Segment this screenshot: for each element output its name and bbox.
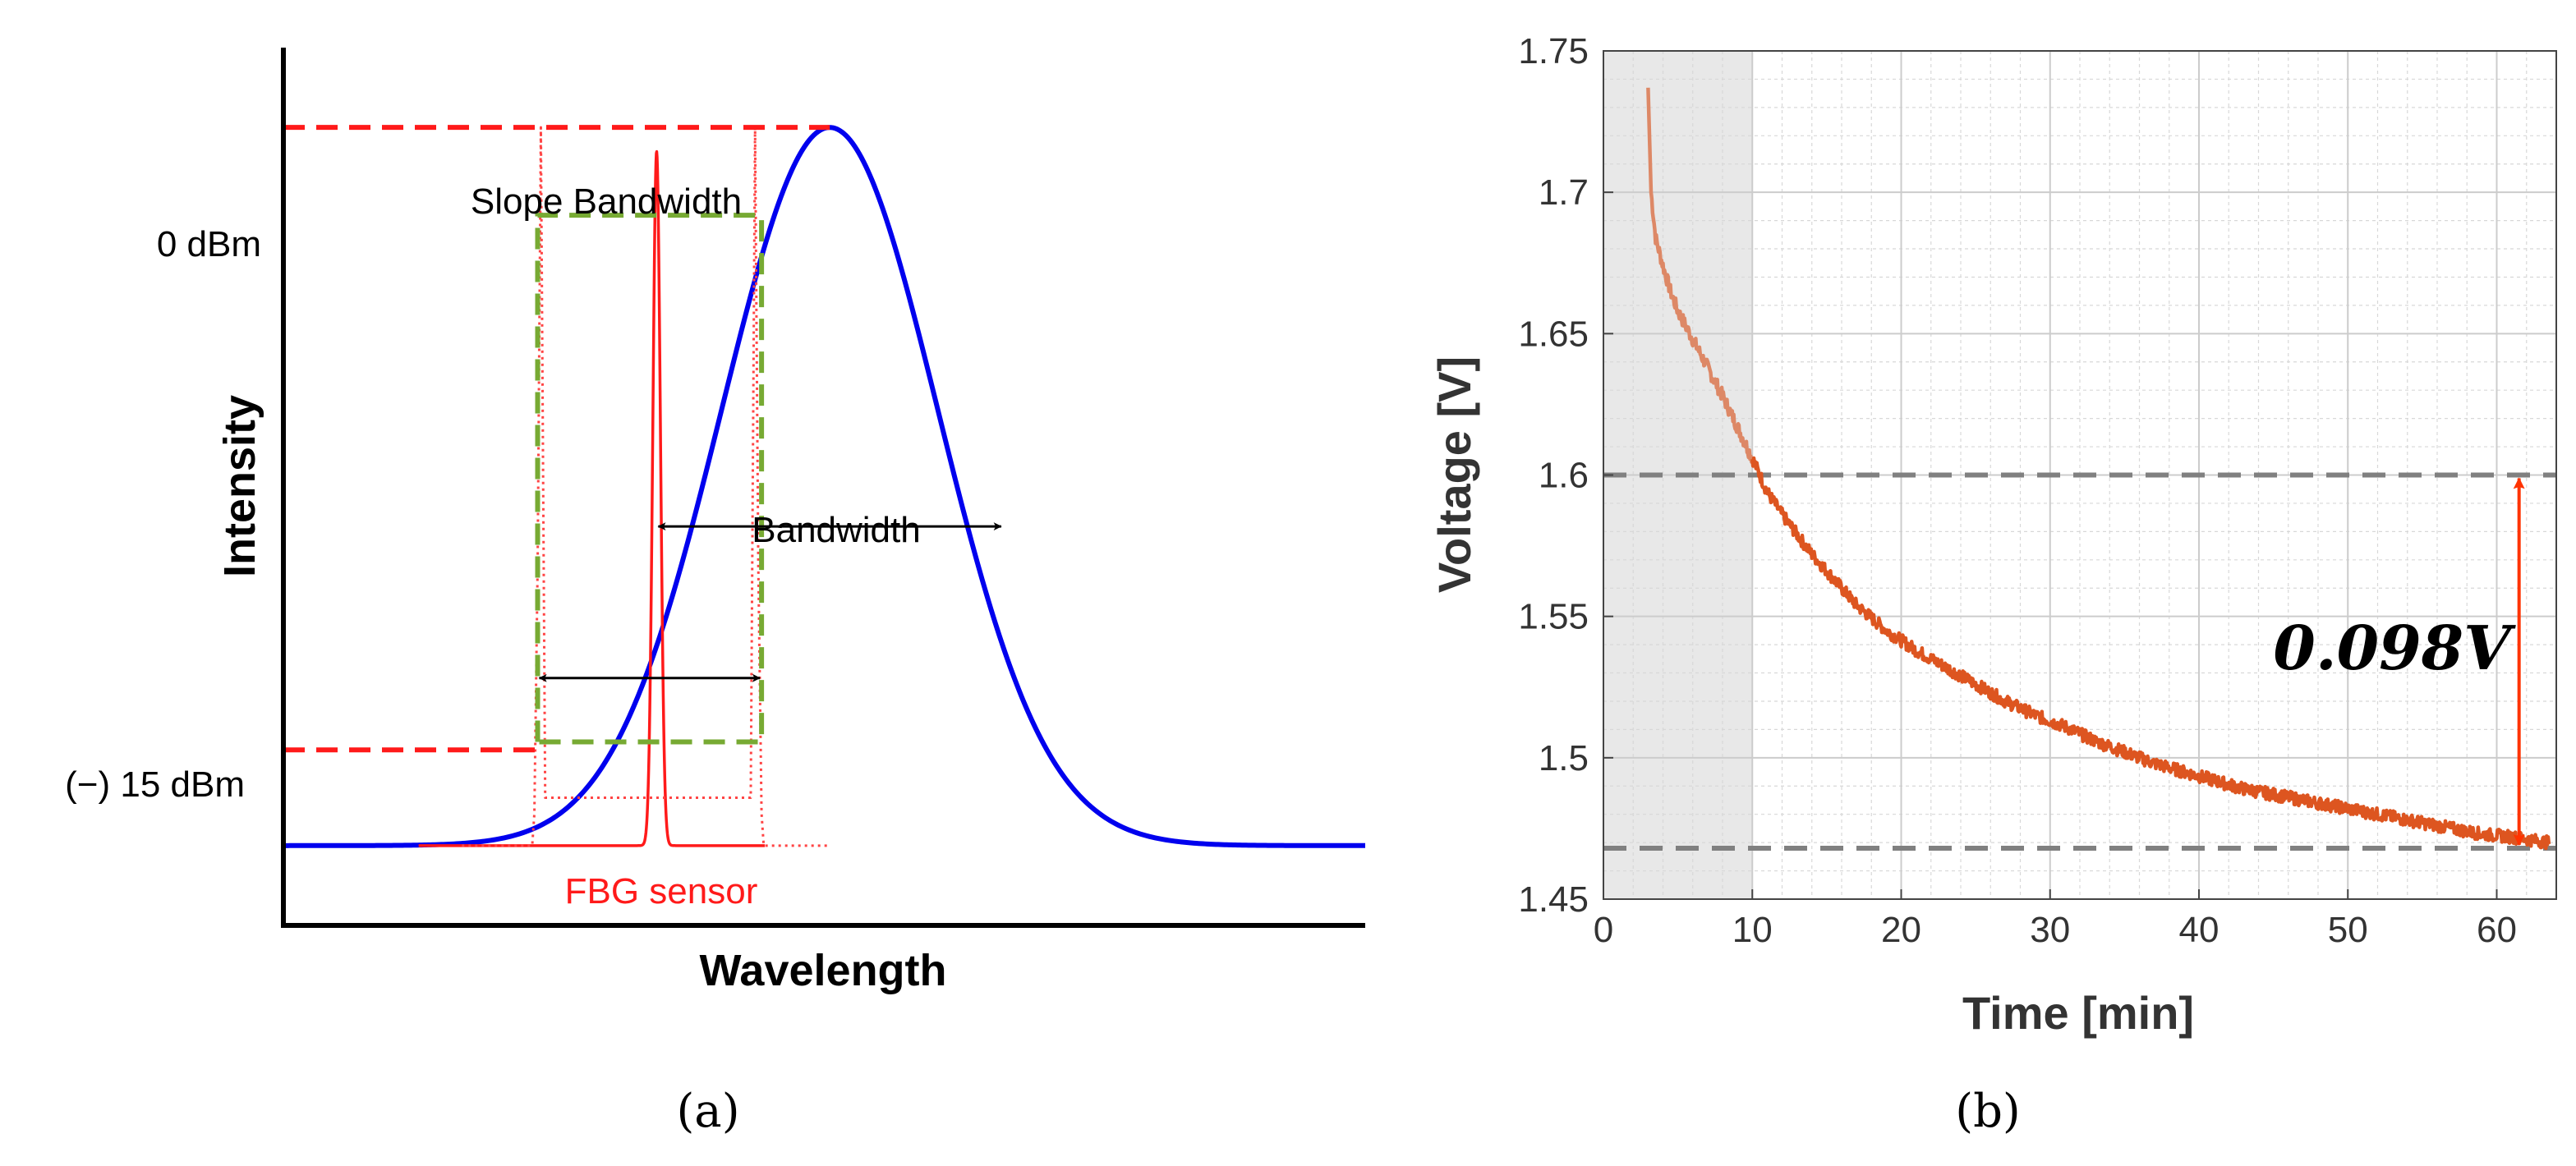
panel-b-y-label: Voltage [V] xyxy=(1428,356,1480,593)
level-label-minus15dbm: (−) 15 dBm xyxy=(65,764,245,805)
voltage-series xyxy=(1750,456,2551,851)
series-fbg-sensor-slope-bounds xyxy=(462,126,830,847)
panel-a-caption: (a) xyxy=(676,1085,739,1138)
panel-a-schematic: 0 dBm (−) 15 dBm Slope Bandwidth Bandwid… xyxy=(65,48,1366,1138)
panel-b-chart: 0 10 20 30 40 50 60 1.45 1.5 1.55 1.6 1.65 1.7 1.75 T… xyxy=(1428,31,2557,1138)
x-tick-label: 60 xyxy=(2477,910,2517,950)
series-broadband-source xyxy=(283,125,1366,848)
x-tick-label: 50 xyxy=(2328,910,2368,950)
panel-a-x-label: Wavelength xyxy=(699,946,946,995)
y-tick-label: 1.5 xyxy=(1539,738,1589,778)
panel-b-marks xyxy=(1603,50,2557,900)
panel-b-caption: (b) xyxy=(1955,1085,2021,1138)
x-tick-label: 20 xyxy=(1881,910,1921,950)
panel-b-x-label: Time [min] xyxy=(1962,987,2194,1039)
bandwidth-label: Bandwidth xyxy=(752,510,920,550)
level-label-0dbm: 0 dBm xyxy=(157,224,261,264)
slope-bandwidth-window xyxy=(535,213,765,745)
voltage-difference-label: 0.098V xyxy=(2273,613,2516,684)
x-tick-label: 40 xyxy=(2179,910,2220,950)
slope-bandwidth-label: Slope Bandwidth xyxy=(471,181,742,222)
fbg-sensor-label: FBG sensor xyxy=(565,871,758,911)
y-tick-label: 1.6 xyxy=(1539,456,1589,496)
x-tick-label: 0 xyxy=(1594,910,1613,950)
y-tick-label: 1.7 xyxy=(1539,172,1589,213)
y-tick-label: 1.45 xyxy=(1518,879,1589,920)
x-tick-label: 10 xyxy=(1732,910,1773,950)
y-tick-label: 1.75 xyxy=(1518,31,1589,71)
panel-b-ticks: 0 10 20 30 40 50 60 1.45 1.5 1.55 1.6 1.65 1.7 1.75 xyxy=(1518,31,2517,950)
panel-a-y-label: Intensity xyxy=(215,395,264,577)
y-tick-label: 1.55 xyxy=(1518,597,1589,637)
panel-a-marks xyxy=(283,125,1366,848)
voltage-series-initial xyxy=(1646,87,1755,464)
x-tick-label: 30 xyxy=(2030,910,2070,950)
y-tick-label: 1.65 xyxy=(1518,314,1589,354)
